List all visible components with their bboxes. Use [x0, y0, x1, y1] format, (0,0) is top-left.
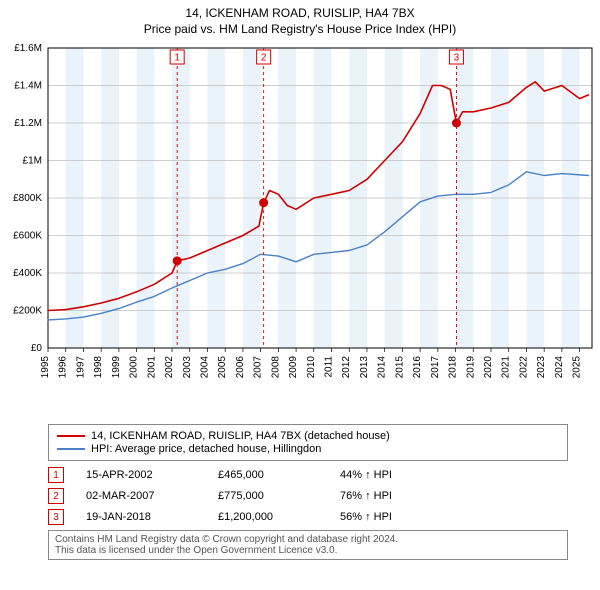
svg-text:2011: 2011 — [324, 356, 335, 378]
svg-text:2019: 2019 — [465, 356, 476, 379]
sale-price: £1,200,000 — [218, 511, 318, 523]
svg-text:2013: 2013 — [359, 356, 370, 379]
sale-marker: 3 — [48, 509, 64, 525]
svg-text:£1M: £1M — [23, 156, 42, 167]
legend-label: 14, ICKENHAM ROAD, RUISLIP, HA4 7BX (det… — [91, 430, 390, 442]
chart-titles: 14, ICKENHAM ROAD, RUISLIP, HA4 7BX Pric… — [0, 0, 600, 38]
sale-price: £465,000 — [218, 469, 318, 481]
svg-text:£1.2M: £1.2M — [14, 118, 42, 129]
svg-text:£1.4M: £1.4M — [14, 81, 42, 92]
svg-text:2007: 2007 — [253, 356, 264, 379]
svg-text:2025: 2025 — [572, 356, 583, 379]
svg-text:2012: 2012 — [341, 356, 352, 379]
svg-text:2016: 2016 — [412, 356, 423, 379]
svg-text:1997: 1997 — [75, 356, 86, 379]
sale-marker: 1 — [48, 467, 64, 483]
svg-text:2024: 2024 — [554, 356, 565, 379]
license-box: Contains HM Land Registry data © Crown c… — [48, 530, 568, 560]
sale-row: 3 19-JAN-2018 £1,200,000 56% ↑ HPI — [48, 509, 568, 525]
legend-label: HPI: Average price, detached house, Hill… — [91, 443, 321, 455]
line-chart: £0 £200K £400K £600K £800K £1M £1.2M £1.4M £1.6M… — [0, 38, 600, 418]
svg-text:£1.6M: £1.6M — [14, 43, 42, 54]
license-line-2: This data is licensed under the Open Gov… — [55, 545, 561, 556]
svg-text:2022: 2022 — [518, 356, 529, 379]
svg-text:£400K: £400K — [13, 268, 42, 279]
legend-box: 14, ICKENHAM ROAD, RUISLIP, HA4 7BX (det… — [48, 424, 568, 461]
legend-swatch — [57, 448, 85, 450]
svg-text:£600K: £600K — [13, 231, 42, 242]
svg-text:2004: 2004 — [199, 356, 210, 379]
svg-text:2006: 2006 — [235, 356, 246, 379]
svg-text:2023: 2023 — [536, 356, 547, 379]
sale-pct: 76% ↑ HPI — [340, 490, 450, 502]
svg-text:2003: 2003 — [182, 356, 193, 379]
sales-list: 1 15-APR-2002 £465,000 44% ↑ HPI 2 02-MAR-200… — [48, 467, 568, 525]
svg-text:£200K: £200K — [13, 306, 42, 317]
svg-text:2000: 2000 — [129, 356, 140, 379]
svg-text:2002: 2002 — [164, 356, 175, 379]
chart-container: £0 £200K £400K £600K £800K £1M £1.2M £1.4M £1.6M… — [0, 38, 600, 418]
svg-text:1998: 1998 — [93, 356, 104, 379]
sale-date: 02-MAR-2007 — [86, 490, 196, 502]
svg-text:2018: 2018 — [448, 356, 459, 379]
sale-row: 2 02-MAR-2007 £775,000 76% ↑ HPI — [48, 488, 568, 504]
sale-pct: 44% ↑ HPI — [340, 469, 450, 481]
svg-text:2009: 2009 — [288, 356, 299, 379]
sale-date: 19-JAN-2018 — [86, 511, 196, 523]
svg-text:2017: 2017 — [430, 356, 441, 379]
svg-text:2021: 2021 — [501, 356, 512, 379]
sale-row: 1 15-APR-2002 £465,000 44% ↑ HPI — [48, 467, 568, 483]
legend-row: 14, ICKENHAM ROAD, RUISLIP, HA4 7BX (det… — [57, 430, 559, 442]
license-line-1: Contains HM Land Registry data © Crown c… — [55, 534, 561, 545]
svg-text:2014: 2014 — [377, 356, 388, 379]
legend-row: HPI: Average price, detached house, Hill… — [57, 443, 559, 455]
svg-text:1999: 1999 — [111, 356, 122, 379]
title-line-2: Price paid vs. HM Land Registry's House … — [4, 22, 596, 36]
svg-text:2008: 2008 — [270, 356, 281, 379]
sale-price: £775,000 — [218, 490, 318, 502]
svg-text:2001: 2001 — [146, 356, 157, 379]
svg-text:1: 1 — [174, 53, 180, 64]
svg-text:1996: 1996 — [58, 356, 69, 379]
sale-pct: 56% ↑ HPI — [340, 511, 450, 523]
sale-marker: 2 — [48, 488, 64, 504]
svg-text:£0: £0 — [31, 343, 43, 354]
svg-text:3: 3 — [454, 53, 460, 64]
svg-text:2010: 2010 — [306, 356, 317, 379]
legend-swatch — [57, 435, 85, 437]
svg-text:1995: 1995 — [40, 356, 51, 379]
svg-text:£800K: £800K — [13, 193, 42, 204]
svg-text:2020: 2020 — [483, 356, 494, 379]
sale-date: 15-APR-2002 — [86, 469, 196, 481]
title-line-1: 14, ICKENHAM ROAD, RUISLIP, HA4 7BX — [4, 6, 596, 20]
svg-text:2015: 2015 — [394, 356, 405, 379]
svg-text:2: 2 — [261, 53, 267, 64]
svg-text:2005: 2005 — [217, 356, 228, 379]
